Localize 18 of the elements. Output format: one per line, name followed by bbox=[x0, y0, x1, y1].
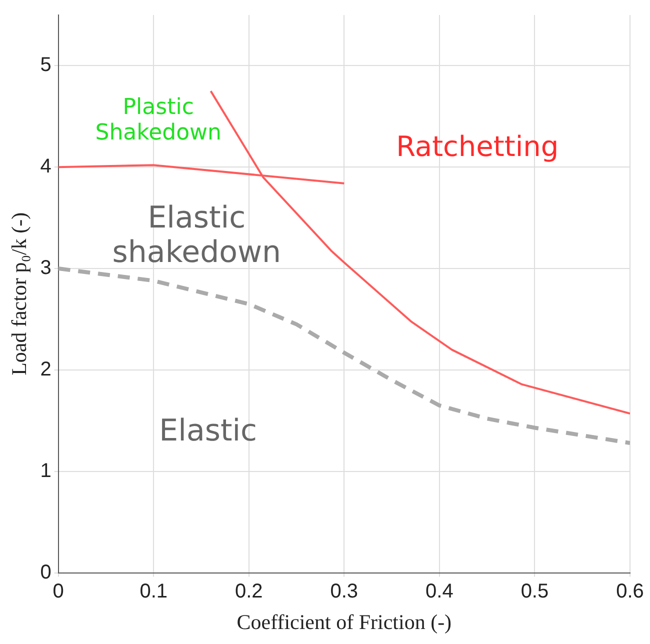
y-tick-label: 5 bbox=[40, 54, 52, 76]
y-tick-label: 2 bbox=[40, 358, 52, 380]
y-axis-title: Load factor p₀/k (-) bbox=[7, 212, 32, 376]
x-tick-label: 0.6 bbox=[616, 580, 644, 602]
annotation: Plastic Shakedown bbox=[95, 95, 222, 146]
y-tick-label: 0 bbox=[40, 561, 52, 584]
y-tick-label: 4 bbox=[40, 156, 52, 178]
annotation: Elastic bbox=[159, 414, 258, 449]
annotation: Ratchetting bbox=[396, 130, 559, 164]
x-tick-label: 0.3 bbox=[330, 580, 358, 602]
x-tick-label: 0.4 bbox=[426, 580, 454, 602]
y-tick-label: 1 bbox=[40, 460, 52, 482]
x-tick-label: 0.5 bbox=[520, 580, 549, 602]
x-axis-title: Coefficient of Friction (-) bbox=[236, 610, 452, 634]
y-tick-label: 3 bbox=[40, 257, 52, 280]
annotation: Elastic shakedown bbox=[112, 200, 282, 270]
x-tick-label: 0.1 bbox=[140, 580, 168, 602]
x-tick-label: 0.2 bbox=[234, 580, 263, 602]
